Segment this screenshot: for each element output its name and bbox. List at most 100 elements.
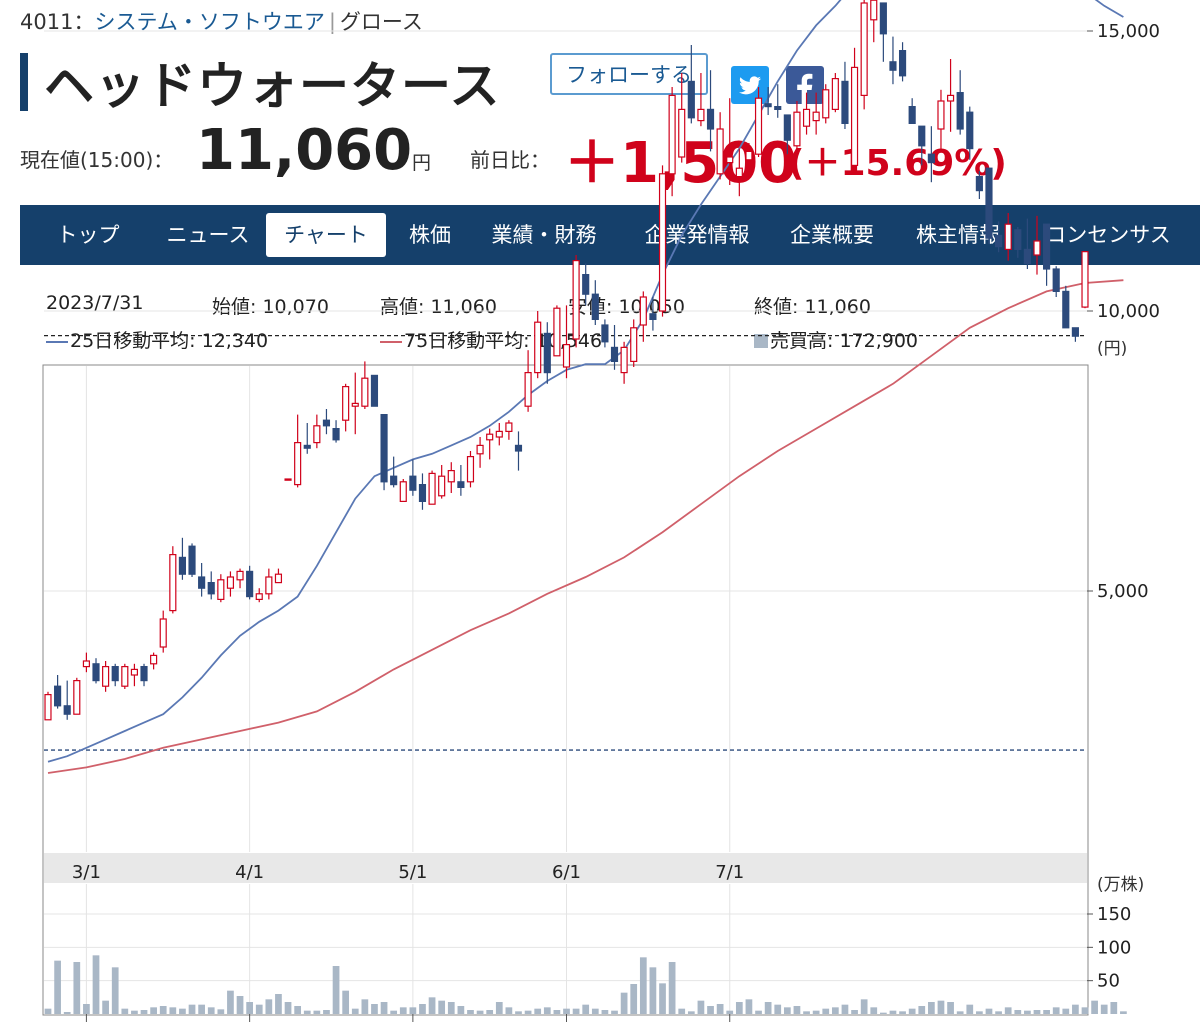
volume-bar (611, 1010, 618, 1014)
candle (1081, 251, 1089, 309)
candle (553, 305, 561, 357)
candle (975, 171, 983, 199)
candle (505, 420, 513, 440)
tab-top[interactable]: トップ (56, 223, 120, 247)
candle-body-up (802, 108, 811, 127)
candle-body-up (466, 456, 475, 483)
candle-body-down (783, 114, 791, 141)
volume-bar (140, 1009, 148, 1014)
volume-bar (1110, 1001, 1118, 1014)
volume-bar (880, 1012, 887, 1014)
volume-bar (313, 1010, 321, 1014)
candle-body-down (380, 414, 388, 483)
close-price: 終値: 11,060 (754, 296, 871, 318)
candle (601, 319, 609, 348)
chart-frame (42, 364, 1089, 1016)
candle (102, 661, 110, 692)
volume-bar (649, 967, 657, 1014)
candle (140, 663, 148, 687)
volume-bar (457, 1005, 465, 1014)
candle (322, 409, 331, 435)
tab-consensus[interactable]: コンセンサス (1045, 223, 1171, 247)
volume-bar (54, 960, 61, 1014)
candle (361, 361, 369, 409)
volume-bar (591, 1008, 599, 1014)
candle-body-down (390, 475, 398, 486)
candle-body-up (572, 260, 580, 340)
candle-body-down (841, 80, 849, 125)
candle-body-up (726, 156, 734, 164)
candle (380, 414, 388, 491)
tab-earnings[interactable]: 業績・財務 (491, 223, 597, 247)
date-tick-label: 5/1 (398, 862, 427, 883)
candle-body-up (937, 100, 945, 130)
candle (457, 465, 465, 496)
volume-bar (985, 1008, 993, 1014)
candle-body-up (82, 660, 90, 668)
candle-body-down (610, 346, 619, 362)
candle-body-down (582, 274, 590, 295)
volume-bar (179, 1008, 186, 1014)
candle-body-up (668, 94, 676, 175)
candle (82, 652, 90, 673)
candle (668, 87, 676, 197)
volume-bar (947, 1001, 954, 1014)
high-price: 高値: 11,060 (380, 296, 497, 318)
candle-body-up (562, 344, 571, 368)
candle-body-down (140, 665, 148, 682)
sector-link[interactable]: システム・ソフトウエア (94, 10, 325, 34)
candle (265, 568, 273, 600)
volume-bar (928, 1001, 935, 1014)
candle-body-up (44, 693, 52, 721)
tab-chart[interactable]: チャート (266, 213, 386, 257)
candle-body-up (716, 128, 724, 175)
candle (995, 221, 1003, 253)
candle (1014, 227, 1022, 258)
tab-stock-price[interactable]: 株価 (409, 223, 451, 247)
candle-body-up (169, 553, 177, 612)
candle-body-down (764, 103, 772, 108)
candle (850, 47, 859, 174)
volume-bar (1120, 1011, 1127, 1014)
candle-body-up (361, 377, 369, 407)
volume-bar (831, 1007, 839, 1014)
candle (111, 663, 119, 687)
current-price: 11,060 (196, 118, 413, 183)
volume-bar (73, 961, 81, 1014)
candle (620, 341, 628, 384)
volume-bar (745, 999, 753, 1014)
volume-bar (1062, 1008, 1070, 1014)
tab-news[interactable]: ニュース (166, 223, 250, 247)
candle (399, 479, 407, 502)
ma25-legend-text: 25日移動平均: 12,340 (70, 330, 269, 352)
candle (178, 537, 187, 580)
candle (956, 70, 964, 135)
tab-company-profile[interactable]: 企業概要 (790, 223, 874, 247)
volume-bar (860, 999, 868, 1014)
volume-bar (246, 1001, 253, 1014)
candle (764, 87, 772, 115)
candle-body-down (774, 105, 782, 110)
ma75-line (47, 279, 1124, 774)
candle (793, 101, 801, 155)
volume-bar (131, 1010, 138, 1014)
candle-body-up (284, 478, 292, 481)
candle (582, 263, 590, 306)
facebook-icon[interactable] (786, 66, 824, 104)
candle (610, 325, 619, 370)
candle (418, 473, 427, 510)
candle (342, 383, 350, 432)
candle-body-up (850, 66, 859, 167)
volume-bar (169, 1007, 177, 1014)
candle (150, 652, 158, 670)
twitter-icon[interactable] (731, 66, 769, 104)
candle-body-up (1081, 251, 1089, 308)
volume-bar (198, 1004, 205, 1014)
candle-body-up (73, 679, 81, 715)
candle-body-down (322, 419, 331, 427)
candle (687, 45, 695, 124)
volume-bar (1100, 1004, 1108, 1014)
candle-body-down (418, 484, 427, 503)
volume-bar (553, 1009, 561, 1014)
